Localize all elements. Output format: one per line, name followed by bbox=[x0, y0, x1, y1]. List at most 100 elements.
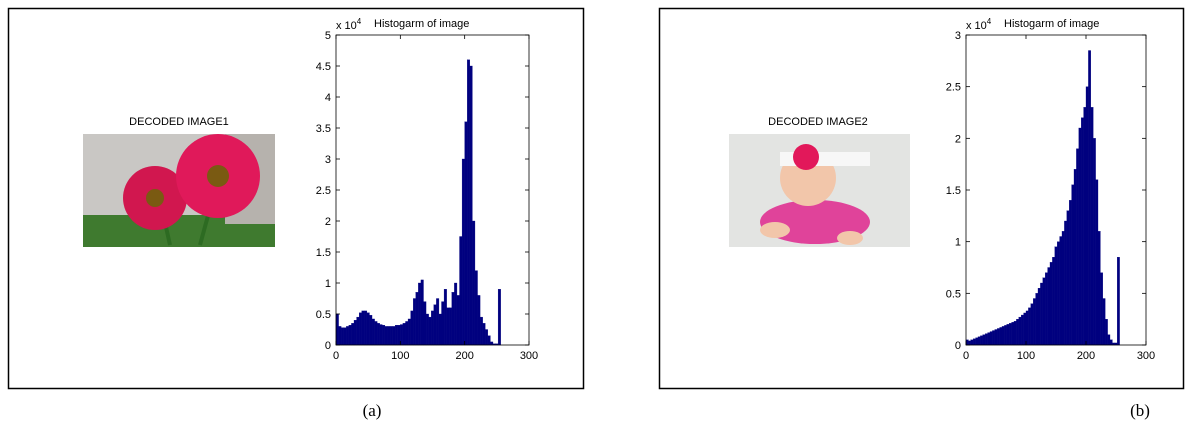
histogram-bar bbox=[457, 295, 460, 345]
histogram-bar bbox=[470, 66, 473, 345]
histogram-bar bbox=[382, 325, 385, 345]
histogram-bar bbox=[354, 320, 357, 345]
histogram-bar bbox=[372, 319, 375, 345]
histogram-bar bbox=[1050, 262, 1052, 345]
histogram-bar bbox=[460, 237, 463, 346]
histogram-bar bbox=[380, 325, 383, 345]
y-tick-label: 2 bbox=[325, 216, 331, 228]
histogram-bar bbox=[403, 323, 406, 345]
image-label: DECODED IMAGE2 bbox=[768, 116, 868, 128]
histogram-bar bbox=[375, 321, 378, 345]
histogram-bar bbox=[1016, 319, 1018, 345]
multiplier-exponent: 4 bbox=[987, 17, 992, 26]
histogram-bar bbox=[436, 299, 439, 346]
histogram-bar bbox=[1002, 326, 1004, 345]
histogram-bar bbox=[1096, 180, 1098, 345]
histogram-bar bbox=[429, 317, 432, 345]
histogram-bar bbox=[359, 313, 362, 345]
histogram-bar bbox=[426, 314, 429, 345]
page: DECODED IMAGE1(a)00.511.522.533.544.5501… bbox=[0, 0, 1191, 430]
histogram-bar bbox=[395, 325, 398, 345]
histogram-bar bbox=[475, 271, 478, 345]
histogram-bar bbox=[488, 336, 491, 345]
histogram-bar bbox=[369, 315, 372, 345]
histogram-bar bbox=[980, 336, 982, 345]
histogram-bar bbox=[364, 311, 367, 345]
histogram-bar bbox=[1084, 107, 1086, 345]
histogram-bar bbox=[390, 326, 393, 345]
histogram-bar bbox=[483, 323, 486, 345]
x-tick-label: 200 bbox=[455, 350, 473, 362]
histogram-bar bbox=[1088, 51, 1090, 346]
y-tick-label: 0.5 bbox=[946, 288, 961, 300]
y-tick-label: 0 bbox=[955, 340, 961, 352]
histogram-bar bbox=[1062, 231, 1064, 345]
histogram-bar bbox=[978, 337, 980, 345]
histogram-bar bbox=[1007, 324, 1009, 345]
histogram-bar bbox=[1040, 283, 1042, 345]
histogram-bar bbox=[995, 330, 997, 346]
histogram-bar bbox=[421, 280, 424, 345]
histogram-bar bbox=[362, 311, 365, 345]
decoded-image bbox=[729, 134, 910, 247]
histogram-bar bbox=[1060, 237, 1062, 346]
y-tick-label: 0 bbox=[325, 340, 331, 352]
histogram-bar bbox=[1024, 313, 1026, 345]
histogram-bar bbox=[990, 332, 992, 345]
histogram-bar bbox=[467, 60, 470, 345]
histogram-bar bbox=[444, 289, 447, 345]
histogram-bar bbox=[454, 283, 457, 345]
x-tick-label: 100 bbox=[391, 350, 409, 362]
y-tick-label: 1.5 bbox=[946, 185, 961, 197]
histogram-bar bbox=[1004, 325, 1006, 345]
histogram-bar bbox=[449, 308, 452, 345]
histogram-bar bbox=[1055, 247, 1057, 345]
y-tick-label: 1 bbox=[955, 237, 961, 249]
histogram-bar bbox=[1014, 321, 1016, 345]
histogram-bar bbox=[416, 292, 419, 345]
histogram-bar bbox=[442, 302, 445, 345]
histogram-bar bbox=[1057, 242, 1059, 345]
chart-title: Histogarm of image bbox=[374, 18, 469, 30]
histogram-bar bbox=[447, 308, 450, 345]
y-tick-label: 3 bbox=[325, 154, 331, 166]
x-tick-label: 300 bbox=[520, 350, 538, 362]
histogram-bar bbox=[985, 334, 987, 345]
histogram-bar bbox=[1064, 221, 1066, 345]
histogram-bar bbox=[387, 326, 390, 345]
multiplier-base: x 10 bbox=[966, 20, 987, 32]
histogram-bar bbox=[1072, 185, 1074, 345]
histogram-bar bbox=[1105, 319, 1107, 345]
chart-title: Histogarm of image bbox=[1004, 18, 1099, 30]
histogram-bar bbox=[1036, 293, 1038, 345]
histogram-bar bbox=[971, 340, 973, 345]
histogram-bar bbox=[1086, 87, 1088, 345]
histogram-bar bbox=[452, 292, 455, 345]
decoded-image bbox=[83, 134, 275, 247]
histogram-bar bbox=[992, 331, 994, 345]
histogram-bar bbox=[339, 326, 342, 345]
y-tick-label: 2.5 bbox=[316, 185, 331, 197]
histogram-bar bbox=[1031, 304, 1033, 345]
histogram-bar bbox=[1074, 169, 1076, 345]
y-tick-label: 4 bbox=[325, 92, 331, 104]
y-tick-label: 4.5 bbox=[316, 61, 331, 73]
histogram-bar bbox=[1079, 128, 1081, 345]
histogram-bar bbox=[423, 302, 426, 345]
x-tick-label: 200 bbox=[1077, 350, 1095, 362]
histogram-bar bbox=[393, 326, 396, 345]
y-tick-label: 3 bbox=[955, 30, 961, 42]
histogram-bar bbox=[973, 339, 975, 345]
histogram-bar bbox=[1038, 288, 1040, 345]
multiplier-exponent: 4 bbox=[357, 17, 362, 26]
histogram-bar bbox=[408, 319, 411, 345]
histogram-bar bbox=[478, 295, 481, 345]
histogram-bar bbox=[485, 330, 488, 346]
image-label: DECODED IMAGE1 bbox=[129, 116, 229, 128]
histogram-bar bbox=[1110, 340, 1112, 345]
histogram-bar bbox=[357, 317, 360, 345]
histogram-bar bbox=[346, 326, 349, 345]
histogram-bar bbox=[434, 305, 437, 345]
histogram-bar bbox=[1019, 317, 1021, 345]
y-tick-label: 1 bbox=[325, 278, 331, 290]
